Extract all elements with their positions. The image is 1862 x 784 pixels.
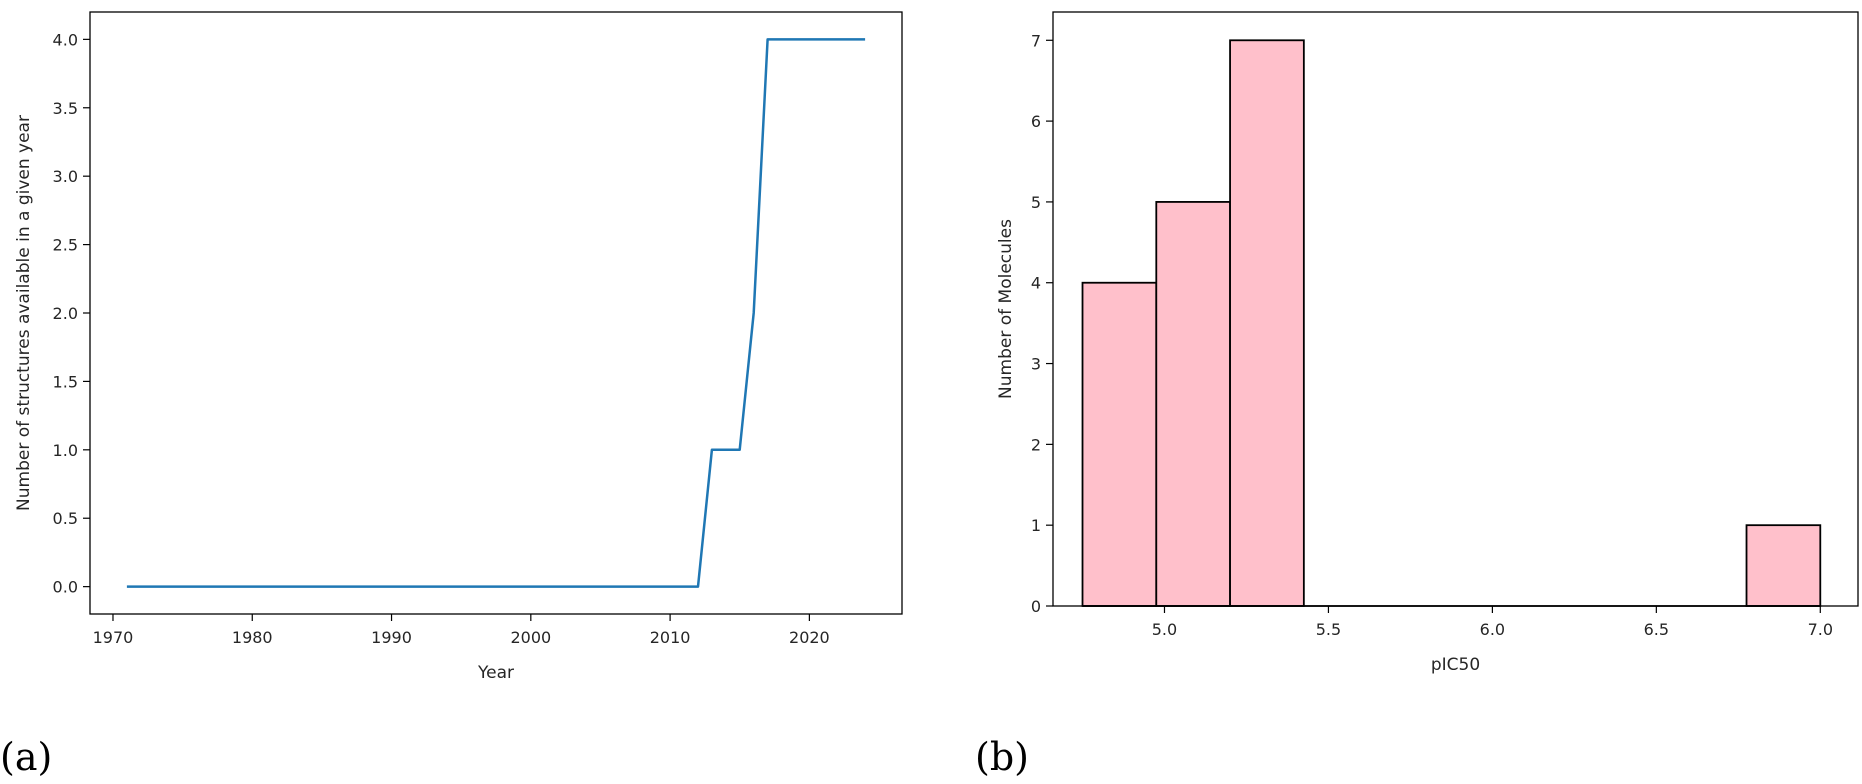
chart-a-y-tick-label: 4.0 — [53, 30, 78, 49]
chart-a-x-tick-label: 2020 — [789, 628, 830, 647]
chart-a-y-tick-label: 1.0 — [53, 441, 78, 460]
chart-a-y-tick-label: 1.5 — [53, 372, 78, 391]
chart-a-y-tick-label: 3.0 — [53, 167, 78, 186]
chart-a-x-tick-label: 2000 — [510, 628, 551, 647]
chart-a-frame — [89, 11, 903, 615]
chart-b-y-tick-label: 1 — [1031, 516, 1041, 535]
chart-b-x-tick-label: 6.5 — [1644, 620, 1669, 639]
chart-a-x-tick-label: 1990 — [371, 628, 412, 647]
chart-b-ticks: 5.0 5.5 6.0 6.5 7.0 0 1 2 3 4 5 6 7 — [1031, 31, 1833, 639]
chart-b-bar — [1229, 39, 1305, 607]
chart-b-y-tick-label: 2 — [1031, 435, 1041, 454]
chart-a-y-axis-label: Number of structures available in a give… — [14, 115, 34, 511]
chart-a-y-tick-label: 2.5 — [53, 236, 78, 255]
chart-a-series-line — [126, 38, 866, 588]
chart-a-y-tick-label: 3.5 — [53, 99, 78, 118]
chart-b-bar — [1081, 281, 1158, 607]
chart-b-x-tick-label: 6.0 — [1480, 620, 1505, 639]
panel-label-a: (a) — [0, 735, 52, 779]
chart-a-y-tick-label: 0.5 — [53, 509, 78, 528]
chart-b-y-axis-label: Number of Molecules — [996, 219, 1016, 399]
chart-b-x-tick-label: 5.5 — [1316, 620, 1341, 639]
chart-a-x-tick-label: 2010 — [650, 628, 691, 647]
chart-a-x-tick-label: 1970 — [93, 628, 134, 647]
chart-b-y-tick-label: 6 — [1031, 112, 1041, 131]
chart-b-pic50-histogram: 5.0 5.5 6.0 6.5 7.0 0 1 2 3 4 5 6 7 pIC50 Number of … — [996, 11, 1859, 675]
chart-b-y-tick-label: 5 — [1031, 193, 1041, 212]
chart-b-x-tick-label: 7.0 — [1808, 620, 1833, 639]
chart-b-bar — [1745, 524, 1822, 607]
chart-a-y-tick-label: 0.0 — [53, 578, 78, 597]
chart-b-y-tick-label: 3 — [1031, 355, 1041, 374]
chart-b-x-axis-label: pIC50 — [1431, 655, 1480, 675]
chart-b-bar — [1155, 201, 1231, 607]
chart-a-ticks: 1970 1980 1990 2000 2010 2020 0.0 0.5 1.0 1.5 2.0 2… — [53, 30, 830, 647]
chart-b-bars — [1081, 39, 1822, 607]
panel-label-b: (b) — [975, 735, 1029, 779]
chart-b-y-tick-label: 4 — [1031, 274, 1041, 293]
chart-b-frame — [1052, 11, 1859, 607]
chart-a-y-tick-label: 2.0 — [53, 304, 78, 323]
chart-b-y-tick-label: 7 — [1031, 31, 1041, 50]
chart-b-y-tick-label: 0 — [1031, 597, 1041, 616]
chart-a-x-tick-label: 1980 — [232, 628, 273, 647]
chart-a-x-axis-label: Year — [477, 663, 514, 683]
chart-a-structures-by-year: 1970 1980 1990 2000 2010 2020 0.0 0.5 1.0 1.5 2.0 2… — [14, 11, 903, 683]
chart-b-x-tick-label: 5.0 — [1152, 620, 1177, 639]
